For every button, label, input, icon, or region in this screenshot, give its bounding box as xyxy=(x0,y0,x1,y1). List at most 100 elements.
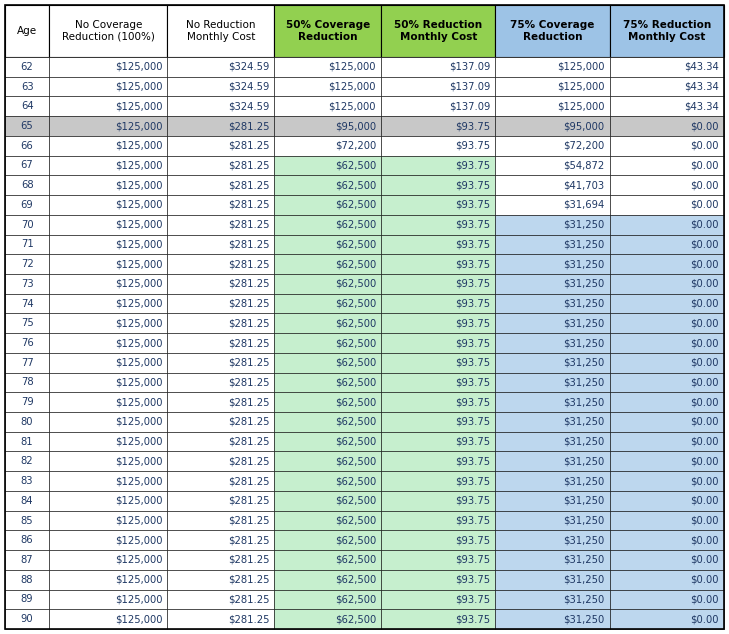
Text: $93.75: $93.75 xyxy=(456,496,491,506)
Text: $93.75: $93.75 xyxy=(456,574,491,585)
Bar xyxy=(274,451,381,471)
Bar xyxy=(5,195,50,215)
Bar xyxy=(609,451,724,471)
Text: $31,250: $31,250 xyxy=(564,515,604,526)
Text: $93.75: $93.75 xyxy=(456,555,491,565)
Text: $324.59: $324.59 xyxy=(227,62,269,72)
Bar xyxy=(274,373,381,392)
Bar xyxy=(274,195,381,215)
Bar xyxy=(5,294,50,313)
Text: $0.00: $0.00 xyxy=(690,555,719,565)
Text: $125,000: $125,000 xyxy=(114,318,163,328)
Text: $93.75: $93.75 xyxy=(456,200,491,210)
Text: $0.00: $0.00 xyxy=(690,397,719,407)
Text: $0.00: $0.00 xyxy=(690,318,719,328)
Text: $125,000: $125,000 xyxy=(114,535,163,545)
Text: $125,000: $125,000 xyxy=(114,614,163,624)
Text: $62,500: $62,500 xyxy=(335,318,376,328)
Text: $125,000: $125,000 xyxy=(557,62,604,72)
Bar xyxy=(496,254,609,274)
Text: $281.25: $281.25 xyxy=(227,595,269,604)
Text: 86: 86 xyxy=(21,535,34,545)
Text: $0.00: $0.00 xyxy=(690,595,719,604)
Text: $281.25: $281.25 xyxy=(227,180,269,190)
Bar xyxy=(496,155,609,176)
Text: 84: 84 xyxy=(21,496,34,506)
Bar xyxy=(50,5,167,57)
Bar xyxy=(609,471,724,491)
Bar xyxy=(167,155,274,176)
Bar xyxy=(381,570,496,590)
Text: $31,250: $31,250 xyxy=(564,377,604,387)
Bar xyxy=(167,254,274,274)
Bar xyxy=(50,136,167,155)
Bar xyxy=(274,432,381,451)
Text: $281.25: $281.25 xyxy=(227,417,269,427)
Bar xyxy=(381,609,496,629)
Text: $93.75: $93.75 xyxy=(456,180,491,190)
Text: $0.00: $0.00 xyxy=(690,338,719,348)
Bar xyxy=(496,274,609,294)
Text: $137.09: $137.09 xyxy=(449,62,491,72)
Bar xyxy=(274,136,381,155)
Text: $125,000: $125,000 xyxy=(114,595,163,604)
Text: $281.25: $281.25 xyxy=(227,358,269,368)
Text: $31,250: $31,250 xyxy=(564,476,604,486)
Text: $93.75: $93.75 xyxy=(456,535,491,545)
Bar xyxy=(50,254,167,274)
Text: $31,250: $31,250 xyxy=(564,574,604,585)
Text: $125,000: $125,000 xyxy=(114,180,163,190)
Bar xyxy=(496,116,609,136)
Bar xyxy=(609,136,724,155)
Text: $281.25: $281.25 xyxy=(227,515,269,526)
Bar xyxy=(5,155,50,176)
Bar xyxy=(274,235,381,254)
Text: Age: Age xyxy=(17,26,37,36)
Text: $93.75: $93.75 xyxy=(456,160,491,171)
Bar xyxy=(496,195,609,215)
Bar xyxy=(5,96,50,116)
Bar xyxy=(381,215,496,235)
Bar xyxy=(496,412,609,432)
Bar xyxy=(50,491,167,510)
Text: $93.75: $93.75 xyxy=(456,417,491,427)
Bar xyxy=(50,77,167,96)
Bar xyxy=(496,531,609,550)
Text: $62,500: $62,500 xyxy=(335,358,376,368)
Text: $281.25: $281.25 xyxy=(227,240,269,249)
Bar xyxy=(381,254,496,274)
Bar xyxy=(496,77,609,96)
Bar xyxy=(496,510,609,531)
Text: 79: 79 xyxy=(20,397,34,407)
Bar xyxy=(381,313,496,333)
Text: $31,250: $31,250 xyxy=(564,614,604,624)
Bar xyxy=(381,550,496,570)
Text: 71: 71 xyxy=(20,240,34,249)
Text: $62,500: $62,500 xyxy=(335,377,376,387)
Text: 88: 88 xyxy=(21,574,34,585)
Bar xyxy=(496,57,609,77)
Text: $281.25: $281.25 xyxy=(227,476,269,486)
Bar xyxy=(609,116,724,136)
Bar xyxy=(381,491,496,510)
Text: $93.75: $93.75 xyxy=(456,358,491,368)
Bar xyxy=(167,510,274,531)
Bar xyxy=(50,57,167,77)
Text: $62,500: $62,500 xyxy=(335,555,376,565)
Text: $0.00: $0.00 xyxy=(690,200,719,210)
Bar xyxy=(381,294,496,313)
Bar xyxy=(50,274,167,294)
Text: $31,250: $31,250 xyxy=(564,456,604,467)
Text: 90: 90 xyxy=(21,614,34,624)
Text: $125,000: $125,000 xyxy=(114,160,163,171)
Text: $125,000: $125,000 xyxy=(114,259,163,269)
Bar xyxy=(609,215,724,235)
Bar xyxy=(496,176,609,195)
Bar xyxy=(609,5,724,57)
Bar xyxy=(496,373,609,392)
Bar xyxy=(609,531,724,550)
Bar xyxy=(274,215,381,235)
Text: 75% Reduction
Monthly Cost: 75% Reduction Monthly Cost xyxy=(623,20,711,42)
Bar xyxy=(381,471,496,491)
Bar xyxy=(50,550,167,570)
